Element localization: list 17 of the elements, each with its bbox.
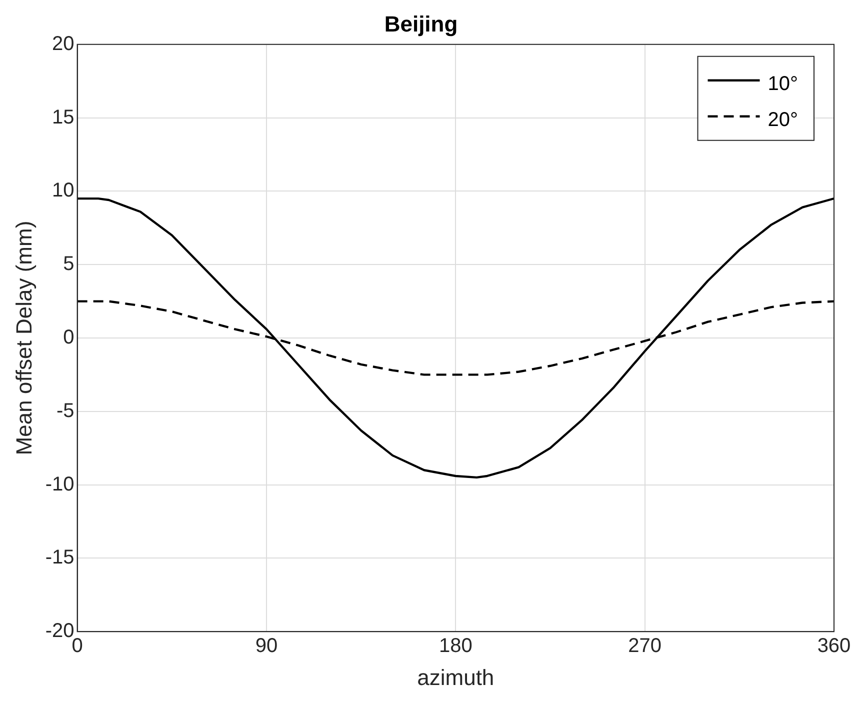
x-tick-label: 90 [255, 635, 278, 658]
legend-label: 10° [768, 72, 798, 95]
x-tick-label: 270 [628, 635, 662, 658]
y-tick-label: -5 [56, 400, 74, 422]
y-axis-title: Mean offset Delay (mm) [11, 220, 36, 456]
legend-label: 20° [768, 108, 798, 131]
x-tick-label: 180 [438, 635, 472, 658]
chart-title: Beijing [384, 11, 458, 36]
y-tick-label: 15 [52, 106, 74, 128]
y-tick-label: 5 [63, 253, 74, 276]
y-tick-label: -15 [45, 546, 74, 569]
x-tick-label: 360 [817, 635, 851, 658]
y-tick-label: 0 [63, 326, 74, 349]
y-tick-label: 10 [52, 180, 74, 202]
y-tick-label: -10 [45, 473, 74, 496]
x-axis-title: azimuth [417, 664, 494, 690]
y-tick-label: 20 [52, 32, 74, 55]
